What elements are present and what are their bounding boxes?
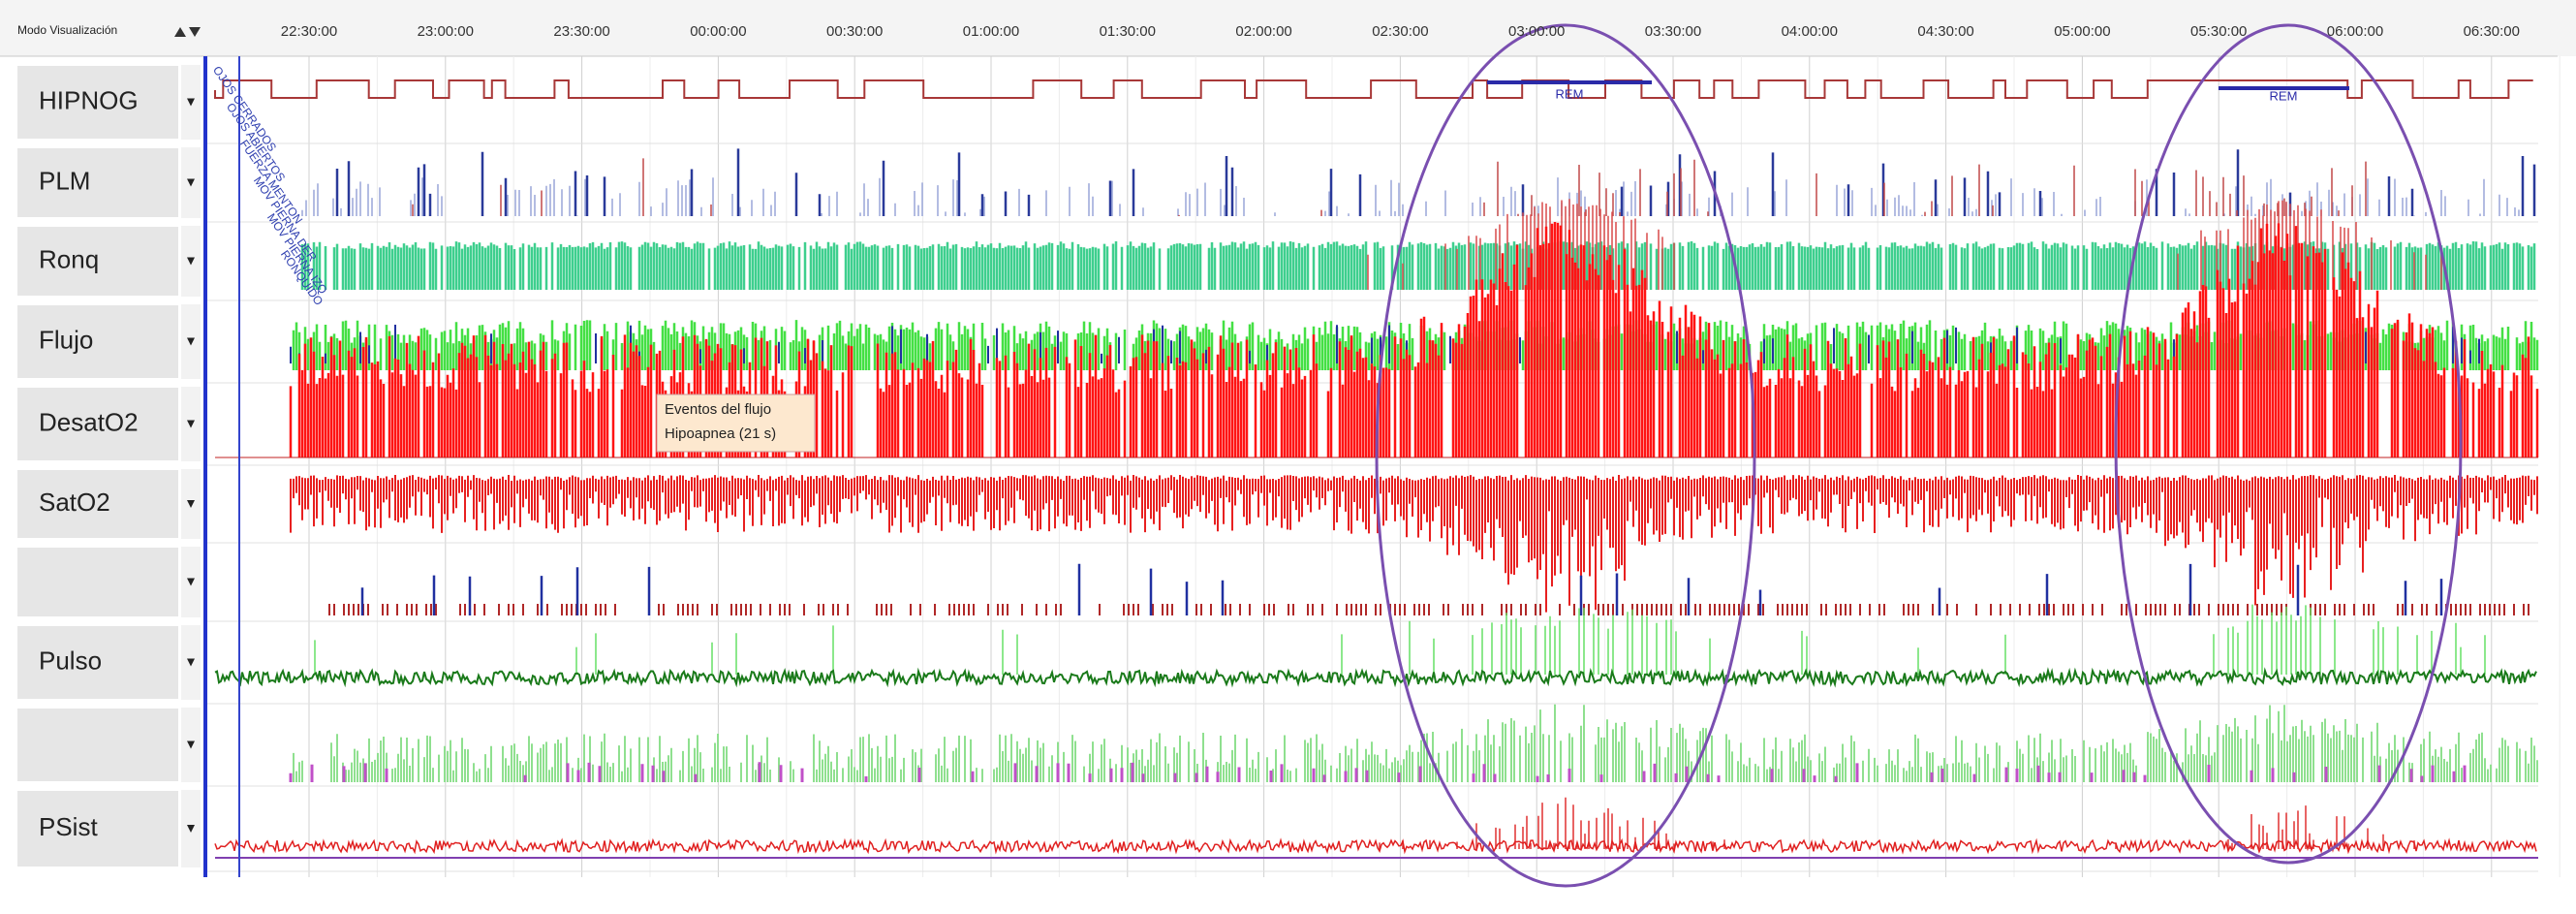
channel-label-box	[16, 64, 180, 141]
channel-menu-icon[interactable]	[187, 500, 195, 508]
channel-labels: HIPNOG PLM Ronq Flujo DesatO2 SatO2 Pulso PSist	[16, 64, 201, 868]
time-tick-label: 03:00:00	[1508, 23, 1565, 40]
activity-purple	[289, 762, 2467, 782]
channel-label-box	[16, 789, 180, 868]
channel-label: Flujo	[39, 325, 93, 354]
time-tick-label: 05:30:00	[2190, 23, 2247, 40]
highlight-ellipse	[2114, 23, 2463, 865]
channel-label: Pulso	[39, 646, 102, 675]
channel-menu-icon[interactable]	[187, 741, 195, 749]
plm-spikes-dark	[335, 148, 2536, 216]
rem-label: REM	[1556, 86, 1584, 101]
channel-label-box	[16, 386, 180, 462]
sort-down-icon[interactable]	[189, 27, 201, 37]
channel-menu-icon[interactable]	[187, 825, 195, 833]
time-bar	[0, 0, 2576, 56]
hypnogram-trace	[214, 79, 2533, 99]
time-tick-label: 02:00:00	[1235, 23, 1291, 40]
pressure-trace	[214, 837, 2537, 855]
time-tick-label: 01:00:00	[963, 23, 1019, 40]
time-tick-label: 04:00:00	[1782, 23, 1838, 40]
channel-menu-icon[interactable]	[187, 337, 195, 346]
sat-trace	[290, 475, 2538, 613]
tooltip-line: Eventos del flujo	[665, 401, 771, 418]
time-tick-label: 04:30:00	[1917, 23, 1973, 40]
plm-spikes-red	[412, 158, 2367, 216]
channel-label: HIPNOG	[39, 85, 139, 114]
channel-menu-icon[interactable]	[187, 658, 195, 667]
mode-label: Modo Visualización	[17, 23, 117, 37]
channel-label-box	[16, 303, 180, 380]
time-tick-label: 05:00:00	[2054, 23, 2110, 40]
rem-label: REM	[2270, 88, 2298, 103]
channel-label: DesatO2	[39, 407, 139, 436]
channel-label: PSist	[39, 812, 98, 841]
time-tick-label: 01:30:00	[1100, 23, 1156, 40]
time-tick-label: 03:30:00	[1645, 23, 1701, 40]
time-tick-label: 22:30:00	[281, 23, 337, 40]
highlight-ellipse	[1375, 23, 1756, 888]
tooltip-line: Hipoapnea (21 s)	[665, 425, 776, 442]
channel-label-box	[16, 707, 180, 783]
channel-menu-icon[interactable]	[187, 578, 195, 586]
time-tick-label: 00:00:00	[690, 23, 746, 40]
time-tick-label: 02:30:00	[1372, 23, 1428, 40]
channel-menu-icon[interactable]	[187, 420, 195, 428]
time-tick-label: 06:30:00	[2464, 23, 2520, 40]
channel-label-box	[16, 624, 180, 701]
time-tick-label: 23:30:00	[553, 23, 609, 40]
time-tick-label: 06:00:00	[2327, 23, 2383, 40]
plot-area: REM REM	[205, 56, 2560, 877]
sort-up-icon[interactable]	[174, 27, 186, 37]
activity-green	[293, 704, 2538, 782]
time-tick-label: 00:30:00	[826, 23, 883, 40]
event-tooltip	[656, 394, 816, 453]
channel-label-box	[16, 546, 180, 618]
channel-menu-icon[interactable]	[187, 98, 195, 107]
channel-label: PLM	[39, 166, 90, 195]
channel-label: Ronq	[39, 244, 99, 273]
pulse-spikes	[314, 604, 2486, 675]
time-tick-label: 23:00:00	[418, 23, 474, 40]
channel-label-box	[16, 146, 180, 219]
channel-label: SatO2	[39, 488, 110, 517]
channel-label-box	[16, 225, 180, 298]
channel-menu-icon[interactable]	[187, 257, 195, 266]
event-ticks-blue	[360, 563, 2443, 615]
channel-label-box	[16, 468, 180, 540]
pulse-trace	[214, 667, 2537, 688]
channel-menu-icon[interactable]	[187, 178, 195, 187]
event-ticks	[328, 604, 2529, 615]
